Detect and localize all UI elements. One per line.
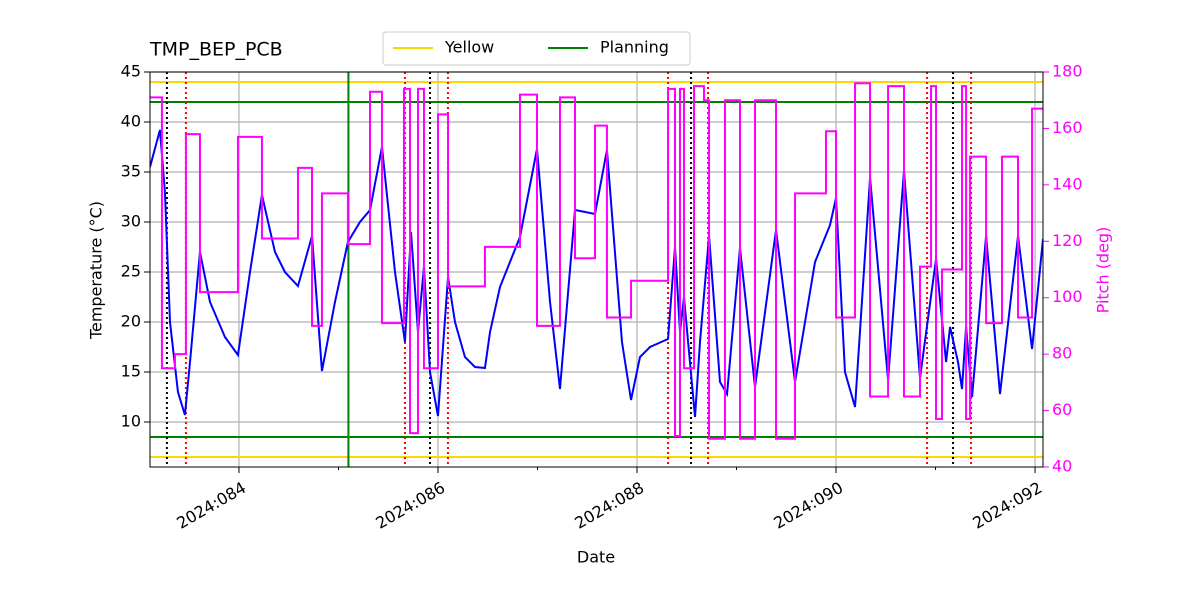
x-axis-label: Date	[577, 548, 615, 567]
y2-tick-label: 60	[1052, 400, 1072, 419]
y2-tick-label: 120	[1052, 231, 1083, 250]
y-tick-label: 45	[121, 62, 141, 81]
y-tick-label: 35	[121, 162, 141, 181]
y-tick-label: 15	[121, 362, 141, 381]
x-tick-label: 2024:086	[372, 478, 448, 533]
y-tick-label: 30	[121, 212, 141, 231]
plot-area	[150, 72, 1043, 467]
y2-tick-label: 40	[1052, 457, 1072, 476]
y2-tick-label: 160	[1052, 118, 1083, 137]
y-tick-label: 25	[121, 262, 141, 281]
x-tick-label: 2024:090	[770, 478, 846, 533]
x-tick-label: 2024:088	[571, 478, 647, 533]
y2-tick-label: 100	[1052, 287, 1083, 306]
y2-tick-label: 80	[1052, 344, 1072, 363]
y2-axis-label: Pitch (deg)	[1094, 227, 1113, 314]
y-tick-label: 40	[121, 112, 141, 131]
y2-tick-label: 180	[1052, 62, 1083, 81]
y-tick-label: 20	[121, 312, 141, 331]
data-line	[150, 82, 1043, 440]
legend-label: Planning	[600, 38, 669, 57]
y-tick-label: 10	[121, 412, 141, 431]
legend-box	[382, 31, 691, 66]
legend-label: Yellow	[444, 38, 494, 57]
plot-frame	[149, 71, 1044, 468]
data-line	[150, 129, 1043, 418]
x-tick-label: 2024:092	[969, 478, 1045, 533]
y-axis-label: Temperature (°C)	[87, 201, 106, 340]
chart-title: TMP_BEP_PCB	[149, 39, 283, 61]
y2-tick-label: 140	[1052, 174, 1083, 193]
x-tick-label: 2024:084	[173, 478, 249, 533]
